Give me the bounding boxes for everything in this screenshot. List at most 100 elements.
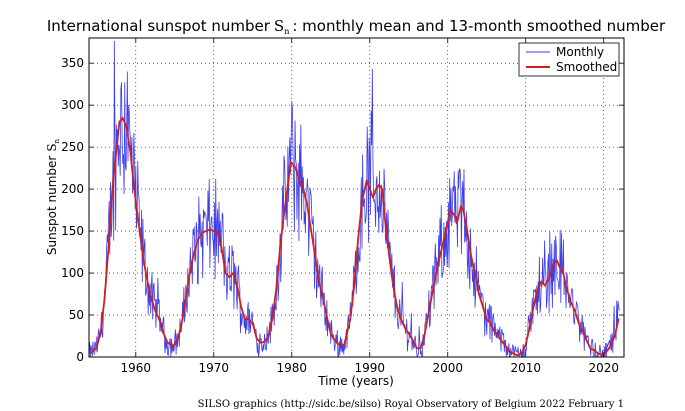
smoothed-point (302, 188, 305, 191)
plot-frame (88, 37, 625, 358)
smoothed-point (481, 305, 484, 308)
smoothed-point (442, 238, 445, 241)
smoothed-point (318, 280, 320, 283)
legend-monthly-label: Monthly (556, 45, 604, 59)
smoothed-point (403, 326, 406, 329)
smoothed-point (466, 230, 469, 232)
smoothed-point (208, 228, 211, 231)
smoothed-point (325, 315, 328, 318)
smoothed-point (474, 272, 476, 274)
smoothed-point (460, 204, 462, 207)
smoothed-point (610, 343, 613, 346)
monthly-series (88, 40, 620, 359)
y-tick-label: 150 (61, 224, 84, 238)
smoothed-point (577, 322, 580, 325)
smoothed-point (505, 346, 508, 348)
smoothed-point (267, 335, 270, 337)
smoothed-point (337, 343, 340, 346)
smoothed-point (528, 326, 531, 329)
smoothed-point (322, 297, 324, 300)
smoothed-point (439, 255, 441, 258)
legend: Monthly Smoothed (518, 42, 620, 77)
y-label-symbol: S (45, 143, 59, 151)
smoothed-point (279, 246, 281, 249)
smoothed-point (232, 272, 235, 274)
smoothed-point (470, 255, 473, 258)
smoothed-point (228, 276, 231, 279)
smoothed-point (485, 318, 488, 321)
plot-area (89, 38, 624, 357)
smoothed-point (107, 246, 110, 249)
smoothed-point (251, 322, 254, 325)
smoothed-point (129, 150, 132, 153)
smoothed-point (368, 188, 371, 191)
smoothed-point (365, 179, 368, 182)
smoothed-point (177, 335, 180, 337)
smoothed-point (431, 293, 434, 295)
legend-box (518, 42, 620, 77)
smoothed-point (570, 301, 572, 304)
smoothed-point (294, 167, 297, 170)
smoothed-point (501, 340, 504, 343)
smoothed-point (275, 288, 278, 291)
smoothed-point (205, 230, 207, 232)
smoothed-point (493, 330, 496, 333)
title-symbol: S (274, 17, 284, 35)
smoothed-point (138, 230, 141, 232)
smoothed-series (90, 116, 620, 357)
y-tick-label: 50 (69, 308, 84, 322)
smoothed-point (419, 347, 422, 350)
smoothed-point (497, 335, 500, 337)
smoothed-point (524, 343, 527, 346)
smoothed-point (573, 309, 576, 312)
smoothed-point (361, 200, 363, 203)
smoothed-point (193, 251, 196, 253)
smoothed-point (392, 284, 395, 287)
x-tick-label: 2020 (588, 361, 619, 375)
smoothed-point (345, 335, 348, 337)
y-tick-label: 300 (61, 98, 84, 112)
smoothed-point (556, 259, 558, 262)
x-tick-label: 1970 (199, 361, 230, 375)
smoothed-point (614, 332, 617, 335)
credit-line: SILSO graphics (http://sidc.be/silso) Ro… (198, 399, 624, 410)
smoothed-point (396, 305, 398, 308)
smoothed-point (314, 255, 317, 258)
smoothed-point (306, 204, 309, 207)
smoothed-point (95, 346, 98, 348)
x-tick-label: 1960 (121, 361, 152, 375)
smoothed-point (357, 238, 359, 241)
x-axis-label: Time (years) (317, 374, 394, 388)
y-tick-label: 250 (61, 140, 84, 154)
x-tick-label: 2000 (432, 361, 463, 375)
smoothed-point (271, 318, 274, 321)
y-tick-label: 0 (76, 350, 84, 364)
smoothed-point (255, 337, 258, 340)
smoothed-point (310, 230, 313, 232)
smoothed-point (446, 221, 449, 224)
smoothed-point (388, 255, 391, 258)
smoothed-point (118, 121, 121, 123)
smoothed-point (375, 188, 377, 191)
smoothed-point (172, 346, 175, 348)
smoothed-point (283, 213, 285, 216)
smoothed-point (548, 276, 551, 279)
smoothed-point (462, 209, 465, 211)
smoothed-point (298, 179, 301, 182)
smoothed-point (453, 213, 455, 216)
smoothed-point (566, 288, 568, 291)
smoothed-line (90, 116, 620, 357)
smoothed-point (415, 346, 418, 349)
smoothed-point (197, 238, 200, 241)
smoothed-point (384, 221, 387, 224)
smoothed-point (121, 116, 124, 119)
y-tick-label: 200 (61, 182, 84, 196)
smoothed-point (558, 265, 561, 268)
smoothed-point (589, 347, 592, 350)
smoothed-point (371, 196, 374, 199)
smoothed-point (449, 209, 451, 211)
smoothed-point (158, 318, 161, 321)
smoothed-point (103, 297, 106, 300)
smoothed-point (427, 314, 430, 316)
